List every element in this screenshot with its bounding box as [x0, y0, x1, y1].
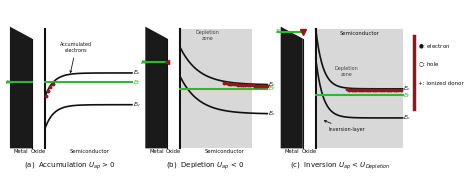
Polygon shape — [146, 27, 167, 148]
Text: Semiconductor: Semiconductor — [340, 31, 380, 36]
Text: Depletion
zone: Depletion zone — [335, 66, 359, 77]
Polygon shape — [10, 27, 32, 148]
Text: Depletion
zone: Depletion zone — [196, 30, 219, 41]
Text: Metal: Metal — [149, 149, 164, 154]
Text: $E_v$: $E_v$ — [133, 100, 141, 109]
Text: Accumulated
electrons: Accumulated electrons — [60, 42, 92, 73]
Text: (a)  Accumulation $U_{ap}$ > 0: (a) Accumulation $U_{ap}$ > 0 — [24, 160, 116, 172]
Text: $●$: electron: $●$: electron — [418, 42, 450, 51]
Text: (b)  Depletion $U_{ap}$ < 0: (b) Depletion $U_{ap}$ < 0 — [166, 160, 244, 172]
Text: Semiconductor: Semiconductor — [69, 149, 109, 154]
Text: (c)  Inversion $U_{ap}$ < $U_{Depletion}$: (c) Inversion $U_{ap}$ < $U_{Depletion}$ — [290, 160, 391, 172]
Text: $E_c$: $E_c$ — [403, 84, 411, 93]
Text: Oxide: Oxide — [166, 149, 182, 154]
Bar — [180, 29, 252, 148]
Text: $E_F$: $E_F$ — [268, 84, 276, 93]
Text: $○$: hole: $○$: hole — [418, 61, 440, 69]
Text: $E_c$: $E_c$ — [133, 68, 141, 77]
Text: $E_m$: $E_m$ — [140, 58, 150, 67]
Text: $E_m$: $E_m$ — [5, 78, 15, 87]
Text: Metal: Metal — [14, 149, 28, 154]
Text: +: ionized donor: +: ionized donor — [418, 81, 464, 86]
Text: Oxide: Oxide — [31, 149, 46, 154]
Text: Metal: Metal — [284, 149, 299, 154]
Text: $E_F$: $E_F$ — [133, 78, 141, 87]
Text: $E_m$: $E_m$ — [275, 27, 285, 36]
Text: $E_F$: $E_F$ — [403, 91, 412, 100]
Text: $E_v$: $E_v$ — [403, 113, 412, 122]
Text: Semiconductor: Semiconductor — [204, 149, 245, 154]
Text: $E_v$: $E_v$ — [268, 109, 276, 119]
Polygon shape — [281, 27, 303, 148]
Text: Inversion-layer: Inversion-layer — [324, 120, 365, 132]
Text: Oxide: Oxide — [301, 149, 317, 154]
Bar — [316, 29, 403, 148]
Text: $E_c$: $E_c$ — [268, 80, 276, 89]
